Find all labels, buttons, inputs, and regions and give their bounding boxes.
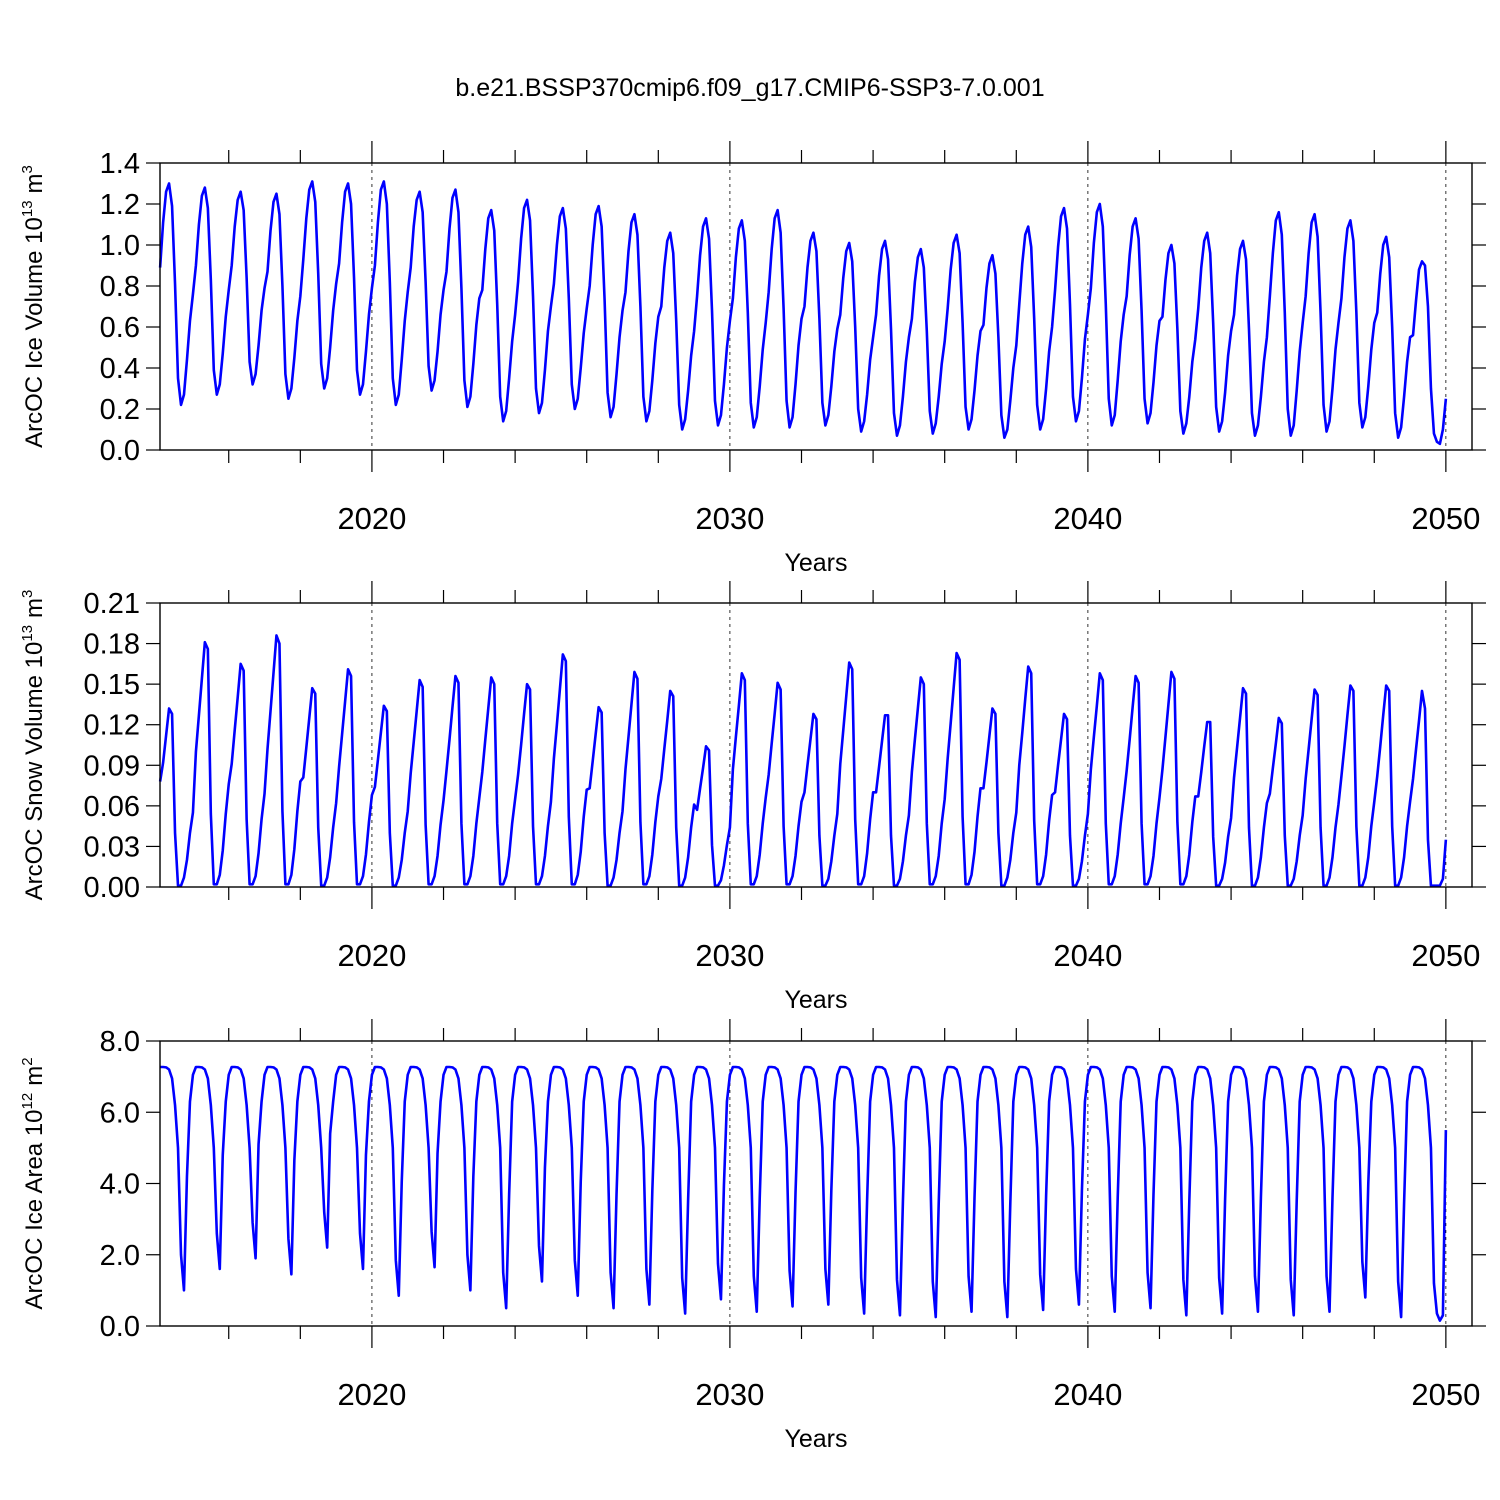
y-label-unit: m <box>21 173 48 193</box>
y-tick-label: 0.18 <box>84 629 140 661</box>
x-tick-label: 2040 <box>1053 938 1122 973</box>
x-tick-label: 2020 <box>337 501 406 536</box>
x-tick-label: 2030 <box>695 938 764 973</box>
x-tick-label: 2020 <box>337 1377 406 1412</box>
data-line <box>158 634 1448 887</box>
x-tick-label: 2050 <box>1411 938 1480 973</box>
panel: 2020 2030 2040 2050 0.0 0.2 0.4 0.6 0.8 1.0 1.2 1.4… <box>19 141 1486 577</box>
y-tick-label: 4.0 <box>100 1169 140 1201</box>
plot-frame <box>159 602 1473 888</box>
panel: 2020 2030 2040 2050 0.00 0.03 0.06 0.09 0.12 0.15… <box>19 581 1486 1014</box>
x-axis-label: Years <box>784 549 847 577</box>
x-tick-label: 2040 <box>1053 501 1122 536</box>
y-tick-label: 2.0 <box>100 1240 140 1272</box>
y-label-text: ArcOC Ice Volume 10 <box>21 217 48 448</box>
y-label-exponent: 13 <box>19 625 36 642</box>
y-tick-label: 0.09 <box>84 750 140 782</box>
y-tick-label: 1.0 <box>100 230 140 262</box>
y-tick-label: 0.4 <box>100 353 140 385</box>
y-tick-label: 0.12 <box>84 710 140 742</box>
x-axis-label: Years <box>784 986 847 1014</box>
x-tick-label: 2030 <box>695 1377 764 1412</box>
y-tick-label: 0.03 <box>84 831 140 863</box>
plot-frame <box>159 1040 1473 1327</box>
y-tick-label: 0.6 <box>100 312 140 344</box>
x-axis-label: Years <box>784 1425 847 1453</box>
chart-title: b.e21.BSSP370cmip6.f09_g17.CMIP6-SSP3-7.… <box>455 74 1044 102</box>
y-tick-label: 0.06 <box>84 791 140 823</box>
y-tick-label: 8.0 <box>100 1026 140 1058</box>
y-tick-label: 0.21 <box>84 588 140 620</box>
data-line <box>158 180 1448 446</box>
y-tick-label: 0.15 <box>84 669 140 701</box>
data-line <box>160 1065 1448 1322</box>
y-axis-label: ArcOC Ice Area 1012 m2 <box>19 1057 48 1309</box>
y-label-text: ArcOC Snow Volume 10 <box>21 642 48 901</box>
y-tick-label: 0.8 <box>100 271 140 303</box>
y-tick-label: 6.0 <box>100 1097 140 1129</box>
y-label-unit: m <box>21 598 48 618</box>
y-tick-label: 0.00 <box>84 872 140 904</box>
y-axis-label: ArcOC Snow Volume 1013 m3 <box>19 590 48 901</box>
x-tick-label: 2050 <box>1411 1377 1480 1412</box>
y-label-unit-exponent: 3 <box>19 590 36 598</box>
y-tick-label: 1.2 <box>100 189 140 221</box>
panel: 2020 2030 2040 2050 0.0 2.0 4.0 6.0 8.0 Years ArcO… <box>19 1019 1486 1453</box>
plot-frame <box>159 162 1473 451</box>
x-tick-label: 2020 <box>337 938 406 973</box>
y-label-unit-exponent: 2 <box>19 1057 36 1065</box>
y-tick-label: 0.2 <box>100 394 140 426</box>
x-tick-label: 2040 <box>1053 1377 1122 1412</box>
y-label-unit: m <box>21 1066 48 1086</box>
x-tick-label: 2030 <box>695 501 764 536</box>
y-label-unit-exponent: 3 <box>19 165 36 173</box>
y-label-exponent: 13 <box>19 200 36 217</box>
y-tick-label: 0.0 <box>100 1311 140 1343</box>
y-axis-label: ArcOC Ice Volume 1013 m3 <box>19 165 48 448</box>
y-label-exponent: 12 <box>19 1093 36 1110</box>
y-label-text: ArcOC Ice Area 10 <box>21 1109 48 1309</box>
x-tick-label: 2050 <box>1411 501 1480 536</box>
y-tick-label: 0.0 <box>100 435 140 467</box>
y-tick-label: 1.4 <box>100 148 140 180</box>
